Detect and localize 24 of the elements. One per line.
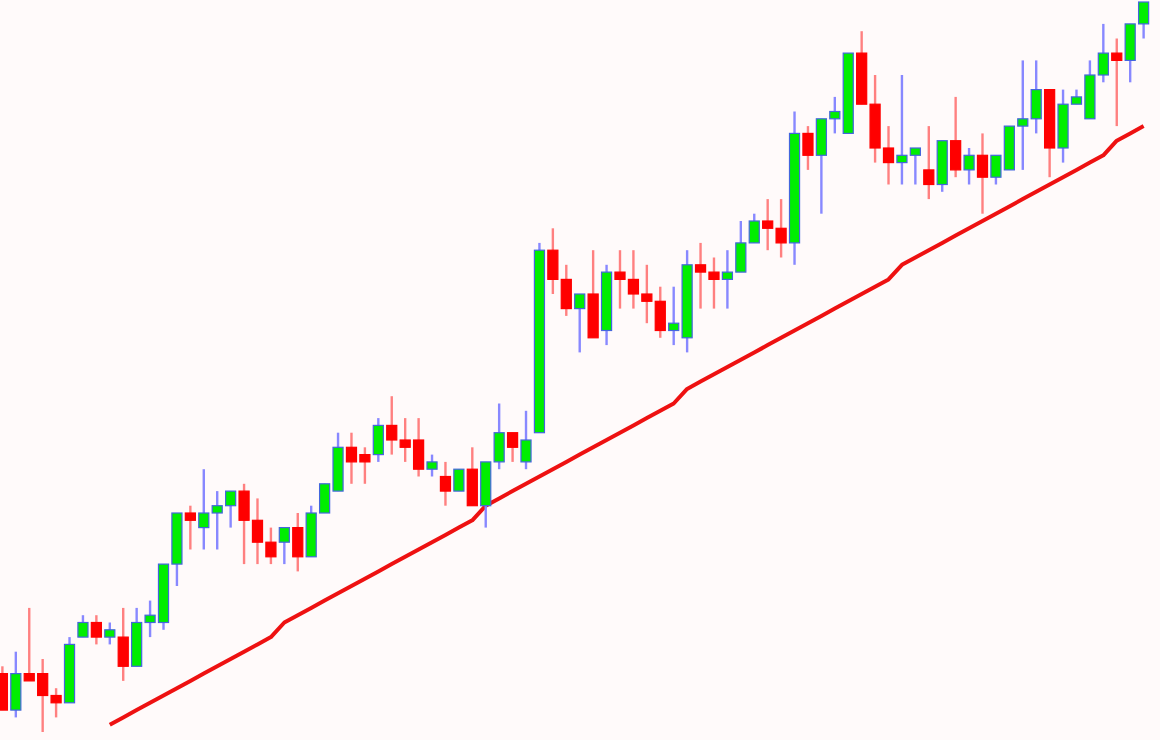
candlestick bbox=[923, 124, 935, 201]
candlestick bbox=[976, 132, 989, 215]
candlestick bbox=[117, 606, 129, 683]
candlestick bbox=[963, 146, 975, 186]
candlestick bbox=[520, 409, 532, 471]
candlestick bbox=[292, 511, 304, 573]
candlestick bbox=[278, 526, 290, 566]
candlestick bbox=[466, 446, 478, 507]
candlestick bbox=[426, 453, 438, 478]
candlestick bbox=[90, 614, 103, 646]
candlestick bbox=[802, 124, 814, 172]
candlestick bbox=[184, 504, 196, 551]
candlestick bbox=[506, 431, 519, 464]
candlestick bbox=[104, 621, 116, 646]
candlestick bbox=[453, 468, 465, 492]
candlestick bbox=[936, 139, 948, 193]
candlestick bbox=[439, 460, 452, 507]
candlestick bbox=[950, 95, 962, 179]
candlestick bbox=[1111, 37, 1123, 128]
candlestick bbox=[372, 416, 384, 464]
candlestick bbox=[77, 614, 89, 639]
candlestick bbox=[10, 650, 22, 719]
candlestick bbox=[574, 292, 586, 354]
candlestick bbox=[587, 249, 599, 339]
